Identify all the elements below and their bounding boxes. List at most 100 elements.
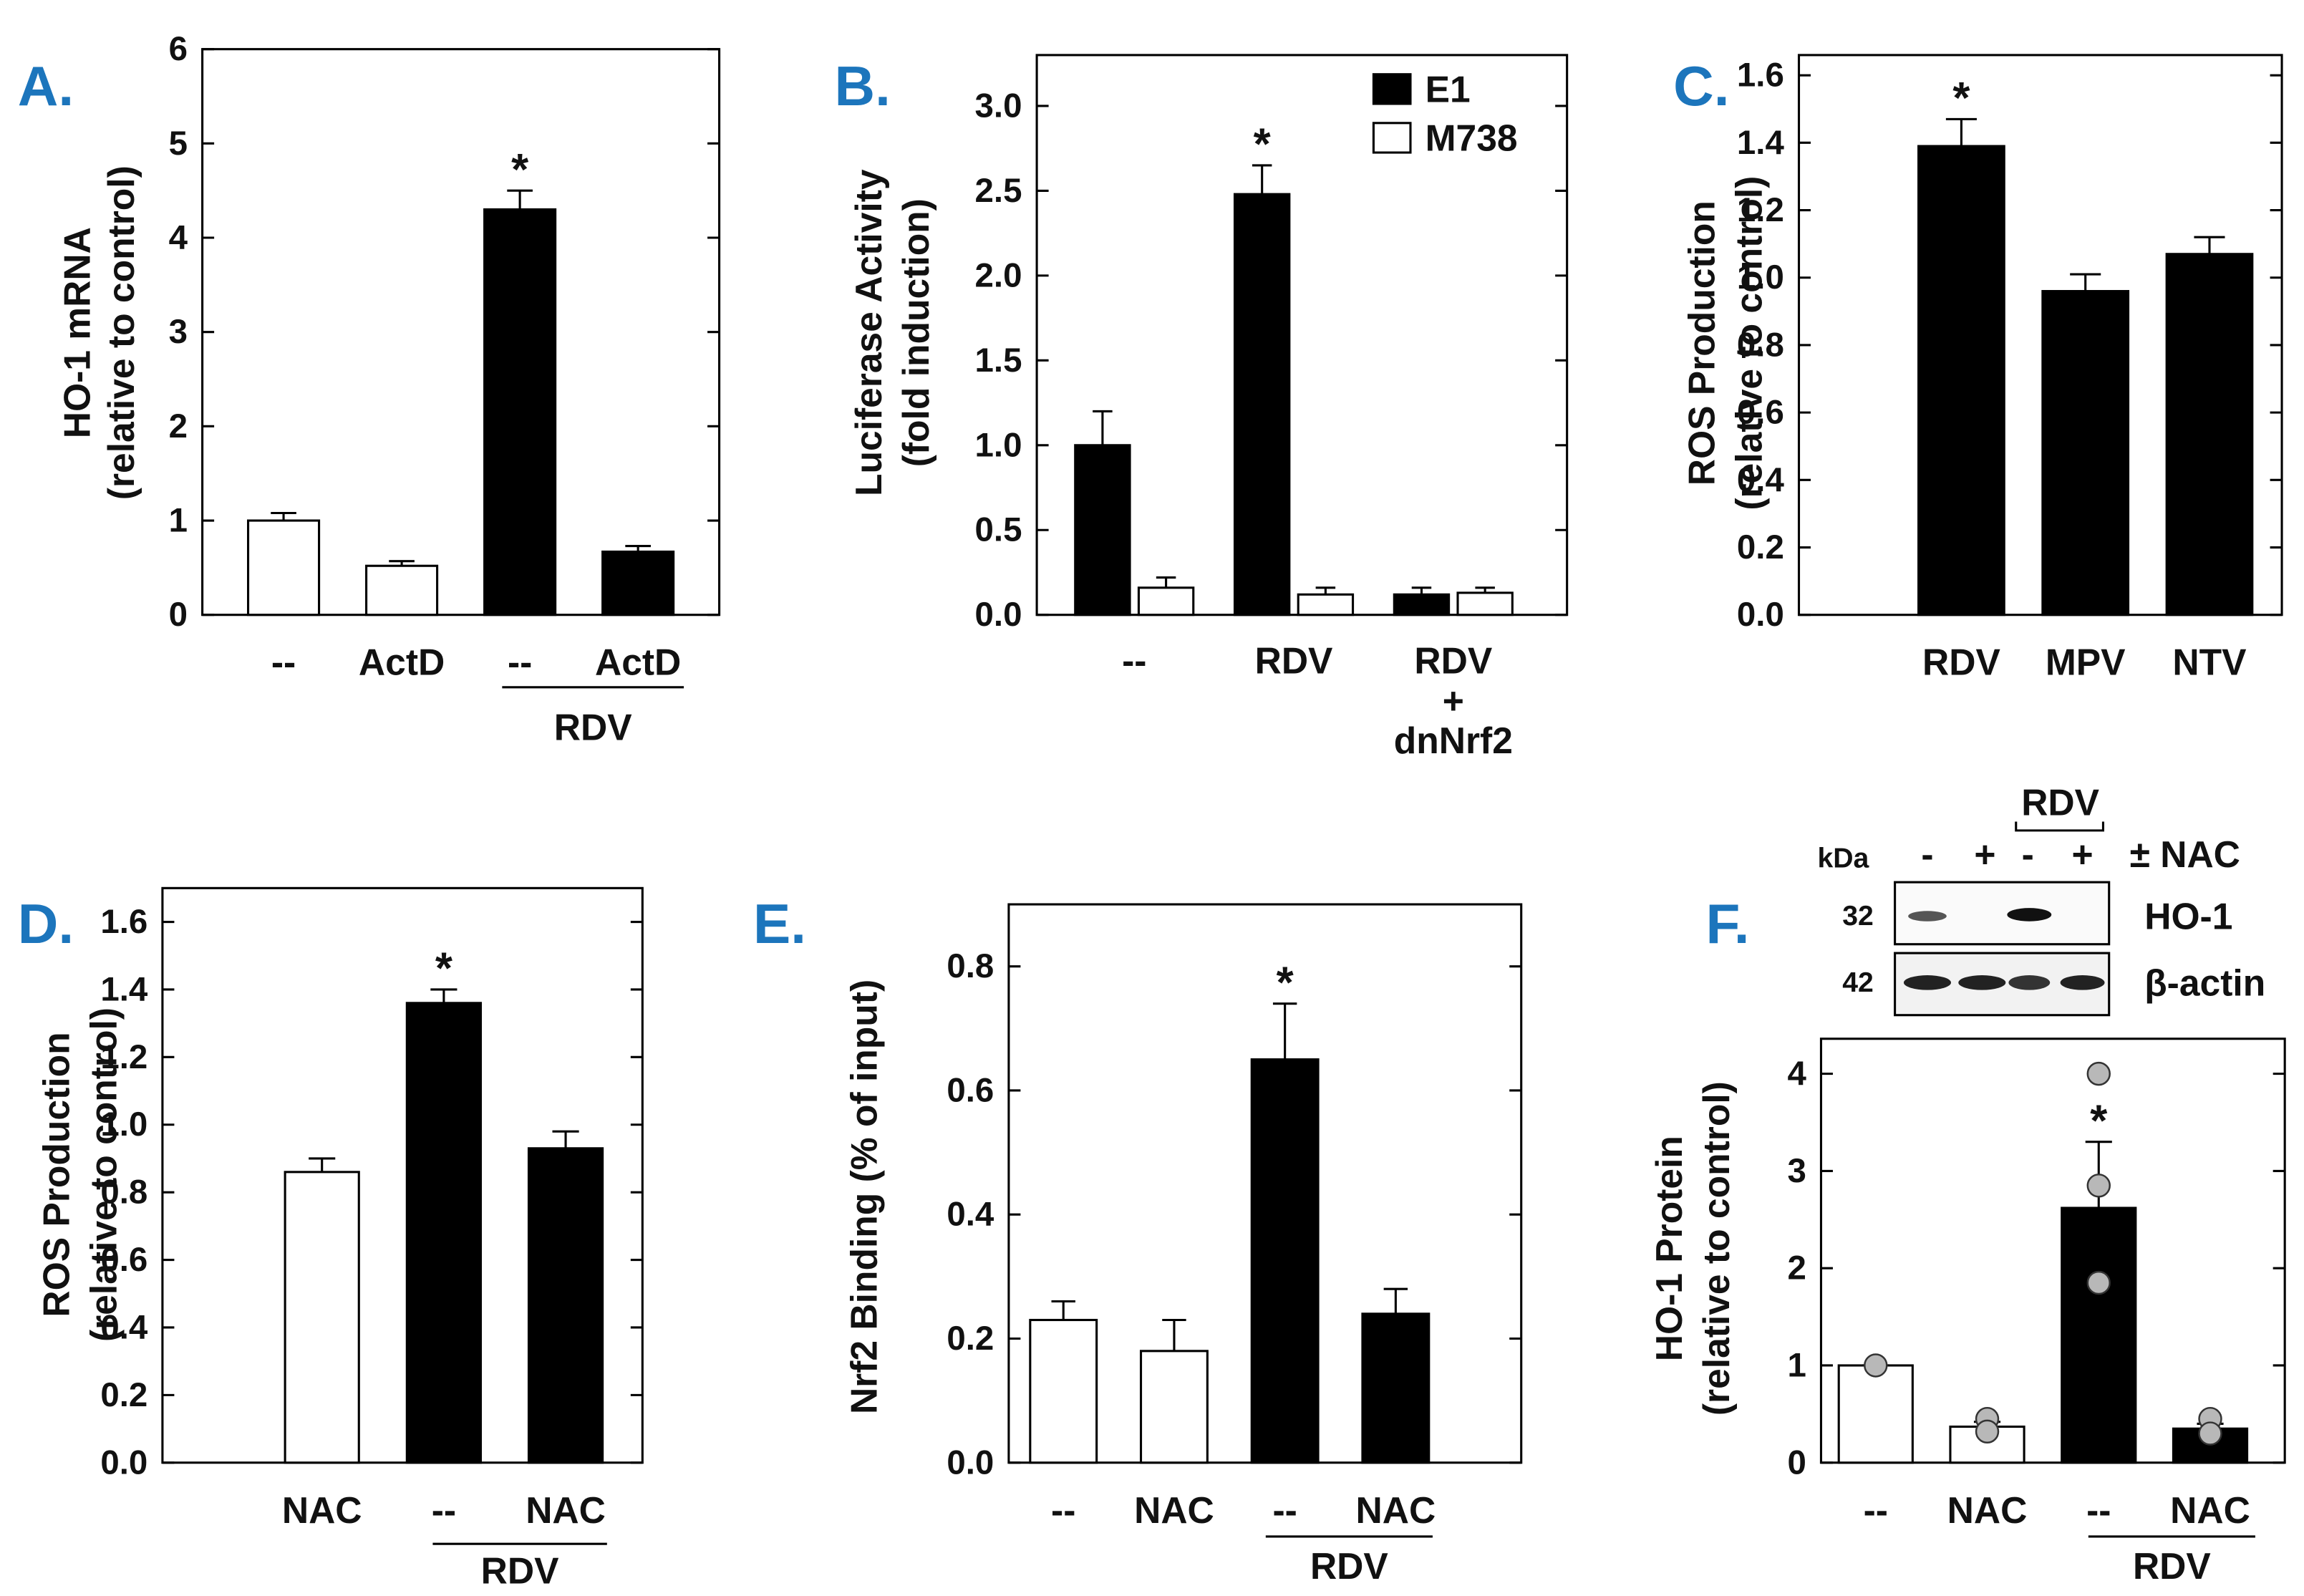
- annotation: *: [2090, 1096, 2108, 1146]
- y-tick-label: 0.5: [975, 511, 1022, 549]
- group-label: RDV: [1310, 1545, 1388, 1587]
- x-tick-label: --: [1122, 640, 1146, 682]
- y-tick-label: 1.0: [975, 426, 1022, 464]
- bar: [1029, 1318, 1098, 1464]
- y-axis-label: (fold induction): [895, 198, 936, 467]
- y-axis-label: HO-1 mRNA: [56, 227, 97, 438]
- y-tick-label: 3: [1787, 1152, 1806, 1190]
- bar: [1250, 1058, 1320, 1464]
- y-axis-label: ROS Production: [35, 1032, 77, 1317]
- legend-label: M738: [1426, 117, 1518, 158]
- y-tick-label: 3.0: [975, 87, 1022, 125]
- band: [1958, 975, 2006, 990]
- band: [2060, 975, 2105, 990]
- x-tick-label: --: [508, 642, 532, 683]
- y-axis-label: Luciferase Activity: [848, 169, 889, 496]
- y-axis-label: ROS Production: [1680, 200, 1722, 485]
- y-tick-label: 5: [169, 125, 188, 163]
- x-tick-label: ActD: [359, 642, 445, 683]
- y-tick-label: 0.2: [947, 1320, 994, 1358]
- y-tick-label: 2.5: [975, 172, 1022, 210]
- x-tick-label: MPV: [2046, 642, 2126, 683]
- y-tick-label: 1.5: [975, 342, 1022, 379]
- panel-label: B.: [834, 54, 890, 117]
- bar: [284, 1171, 360, 1464]
- y-tick-label: 0.4: [947, 1196, 994, 1234]
- data-point: [2198, 1421, 2222, 1446]
- y-tick-label: 4: [1787, 1055, 1806, 1093]
- bar: [1297, 593, 1355, 616]
- y-tick-label: 0.0: [975, 596, 1022, 634]
- x-tick-label: RDV: [1414, 640, 1492, 682]
- bar: [601, 550, 675, 616]
- lane-label: -: [1921, 833, 1933, 875]
- y-tick-label: 0: [169, 596, 188, 634]
- panel-label: F.: [1706, 892, 1750, 955]
- x-tick-label: ActD: [595, 642, 681, 683]
- bar: [1456, 591, 1514, 616]
- x-tick-label: --: [2086, 1489, 2111, 1531]
- y-tick-label: 3: [169, 313, 188, 351]
- y-tick-label: 1: [1787, 1346, 1806, 1384]
- y-tick-label: 1.0: [100, 1106, 147, 1143]
- bar: [405, 1002, 482, 1464]
- plot-frame: [1797, 54, 2283, 616]
- y-tick-label: 0.8: [1737, 326, 1784, 364]
- plot-frame: [161, 886, 644, 1464]
- band: [2008, 975, 2051, 990]
- legend-swatch: [1372, 73, 1412, 105]
- y-tick-label: 0.0: [947, 1443, 994, 1481]
- band: [1903, 975, 1951, 990]
- y-tick-label: 0.4: [1737, 461, 1785, 499]
- blot-kda: kDa: [1817, 843, 1869, 874]
- y-tick-label: 1.0: [1737, 258, 1784, 296]
- y-axis-label: HO-1 Protein: [1648, 1136, 1690, 1361]
- blot: [1894, 821, 2111, 1017]
- y-axis-label: (relative to control): [82, 1007, 124, 1342]
- y-tick-label: 0.0: [1737, 596, 1784, 634]
- x-tick-label: RDV: [1922, 642, 2000, 683]
- legend-swatch: [1372, 122, 1412, 154]
- annotation: *: [1952, 74, 1970, 123]
- y-tick-label: 1.2: [100, 1038, 147, 1076]
- y-tick-label: 0.0: [100, 1443, 147, 1481]
- annotation: *: [1254, 120, 1272, 170]
- y-tick-label: 0.6: [100, 1241, 147, 1279]
- y-tick-label: 4: [169, 219, 188, 257]
- bar: [2165, 253, 2254, 616]
- y-tick-label: 0.4: [100, 1308, 148, 1346]
- x-tick-label: --: [432, 1489, 456, 1531]
- y-tick-label: 0.8: [947, 947, 994, 985]
- y-tick-label: 6: [169, 30, 188, 68]
- bar: [1074, 444, 1131, 616]
- bar: [1837, 1364, 1914, 1464]
- blot-row-label: HO-1: [2144, 896, 2232, 937]
- bar: [527, 1147, 604, 1464]
- panel-label: E.: [753, 892, 806, 955]
- blot-kda: 32: [1842, 901, 1874, 932]
- bar: [1393, 593, 1451, 616]
- bar: [247, 519, 321, 616]
- group-label: RDV: [481, 1549, 559, 1591]
- x-tick-label: NAC: [1947, 1489, 2028, 1531]
- plot-frame: [201, 48, 721, 616]
- y-tick-label: 0: [1787, 1443, 1806, 1481]
- y-tick-label: 2: [169, 407, 188, 445]
- blot-treatment: ± NAC: [2130, 833, 2240, 875]
- panel-label: A.: [18, 54, 74, 117]
- annotation: *: [435, 944, 453, 994]
- annotation: *: [1277, 958, 1294, 1007]
- bar: [1233, 193, 1291, 616]
- y-tick-label: 2.0: [975, 256, 1022, 294]
- group-label: RDV: [554, 706, 632, 748]
- bracket: [2015, 821, 2105, 832]
- bar: [2061, 1206, 2137, 1464]
- y-tick-label: 1.6: [1737, 57, 1784, 95]
- panel-label: D.: [18, 892, 74, 955]
- y-tick-label: 1.2: [1737, 191, 1784, 229]
- x-tick-label: NAC: [1356, 1489, 1436, 1531]
- panel-label: C.: [1673, 54, 1729, 117]
- blot-kda: 42: [1842, 967, 1874, 998]
- bar: [2041, 290, 2130, 616]
